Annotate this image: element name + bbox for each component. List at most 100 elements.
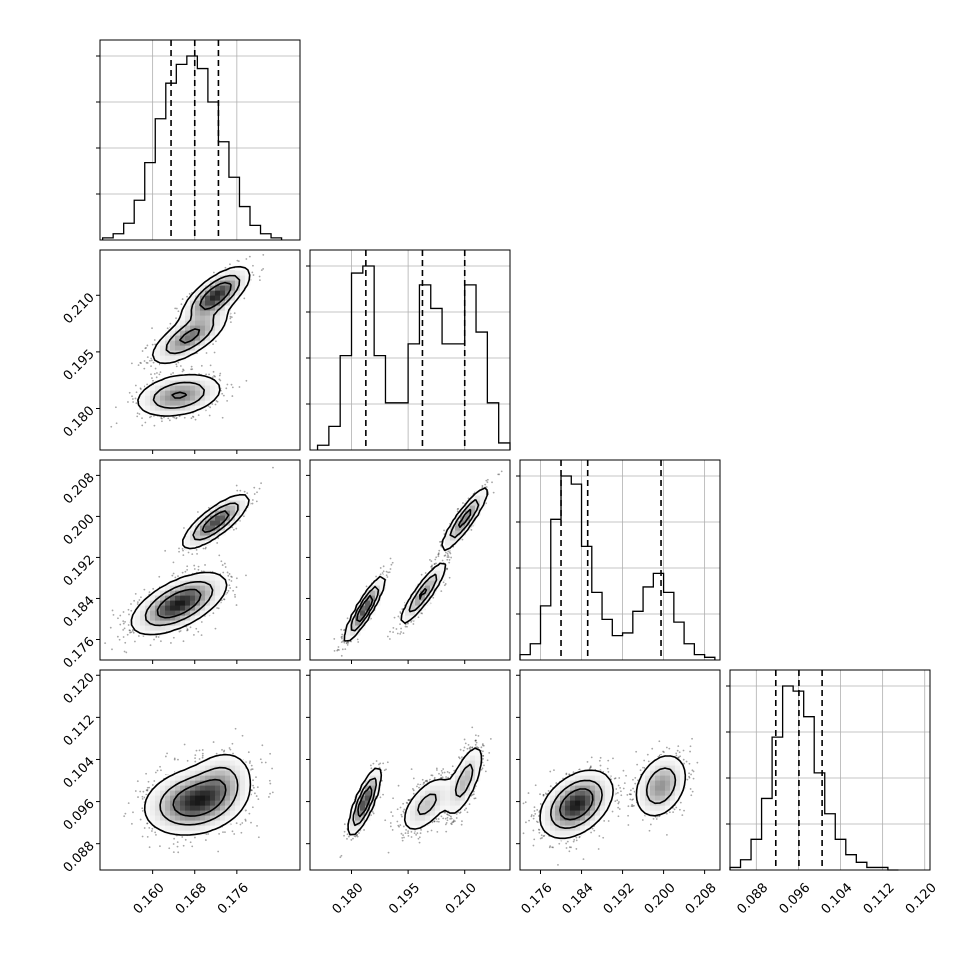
- density-cell: [550, 805, 556, 811]
- sample-point: [477, 735, 480, 737]
- sample-point: [396, 632, 399, 635]
- density-cell: [195, 340, 201, 346]
- density-cell: [170, 355, 176, 361]
- sample-point: [230, 580, 233, 582]
- scatter-panel-1-4: [96, 669, 301, 874]
- density-cell: [235, 795, 241, 801]
- density-cell: [175, 345, 181, 351]
- sample-point: [382, 762, 385, 765]
- sample-point: [236, 489, 239, 492]
- density-cell: [210, 775, 216, 781]
- density-cell: [160, 625, 166, 631]
- sample-point: [688, 762, 691, 765]
- density-cell: [200, 285, 206, 291]
- density-cell: [240, 770, 246, 776]
- density-cell: [215, 590, 221, 596]
- sample-point: [441, 771, 444, 774]
- density-cell: [600, 810, 606, 816]
- sample-point: [448, 559, 451, 561]
- sample-point: [236, 259, 239, 262]
- sample-point: [224, 831, 226, 834]
- density-cell: [475, 750, 481, 756]
- sample-point: [533, 810, 536, 812]
- density-cell: [355, 815, 361, 821]
- y-tick-label: 0.184: [61, 594, 98, 631]
- sample-point: [628, 793, 631, 796]
- density-cell: [190, 810, 196, 816]
- density-cell: [200, 395, 206, 401]
- sample-point: [426, 779, 428, 782]
- density-cell: [550, 830, 556, 836]
- sample-point: [116, 635, 119, 638]
- sample-point: [114, 406, 117, 409]
- sample-point: [232, 752, 234, 755]
- density-cell: [670, 785, 676, 791]
- density-cell: [225, 765, 231, 771]
- sample-point: [465, 807, 468, 810]
- density-cell: [210, 785, 216, 791]
- density-cell: [465, 755, 471, 761]
- density-cell: [150, 790, 156, 796]
- sample-point: [424, 780, 427, 782]
- sample-point: [612, 757, 614, 760]
- sample-point: [480, 746, 483, 749]
- density-cell: [600, 790, 606, 796]
- density-cell: [150, 615, 156, 621]
- sample-point: [549, 785, 552, 788]
- sample-point: [446, 816, 449, 819]
- density-cell: [205, 595, 211, 601]
- sample-point: [392, 797, 394, 800]
- sample-point: [433, 563, 436, 565]
- density-cell: [220, 320, 226, 326]
- sample-point: [522, 832, 525, 835]
- sample-point: [235, 586, 238, 589]
- sample-point: [500, 470, 503, 473]
- density-cell: [210, 300, 216, 306]
- sample-point: [146, 788, 149, 791]
- sample-point: [407, 832, 409, 834]
- density-cell: [440, 790, 446, 796]
- sample-point: [459, 748, 462, 751]
- density-cell: [460, 790, 466, 796]
- sample-point: [568, 850, 571, 853]
- sample-point: [535, 820, 538, 823]
- density-cell: [420, 820, 426, 826]
- sample-point: [150, 373, 152, 376]
- density-cell: [585, 805, 591, 811]
- density-cell: [145, 620, 151, 626]
- density-cell: [595, 770, 601, 776]
- sample-point: [223, 598, 226, 601]
- sample-point: [139, 790, 142, 793]
- y-tick-label: 0.208: [61, 470, 98, 507]
- density-cell: [370, 775, 376, 781]
- density-cell: [215, 805, 221, 811]
- density-cell: [160, 390, 166, 396]
- sample-point: [260, 761, 263, 764]
- sample-point: [555, 782, 558, 784]
- density-cell: [680, 780, 686, 786]
- sample-point: [467, 743, 470, 746]
- sample-point: [461, 820, 463, 823]
- density-cell: [235, 510, 241, 516]
- sample-point: [224, 566, 227, 568]
- density-cell: [675, 775, 681, 781]
- sample-point: [410, 836, 413, 838]
- sample-point: [484, 483, 487, 486]
- sample-point: [134, 397, 137, 400]
- density-cell: [205, 385, 211, 391]
- density-cell: [405, 605, 411, 611]
- sample-point: [340, 636, 343, 639]
- x-tick-label: 0.200: [642, 880, 679, 917]
- sample-point: [677, 745, 680, 748]
- density-cell: [435, 810, 441, 816]
- sample-point: [149, 644, 152, 647]
- density-cell: [435, 585, 441, 591]
- sample-point: [123, 650, 126, 653]
- density-cell: [405, 810, 411, 816]
- sample-point: [258, 275, 261, 278]
- sample-point: [239, 489, 242, 492]
- density-cell: [375, 785, 381, 791]
- sample-point: [255, 776, 257, 779]
- sample-point: [599, 764, 602, 767]
- density-cell: [550, 825, 556, 831]
